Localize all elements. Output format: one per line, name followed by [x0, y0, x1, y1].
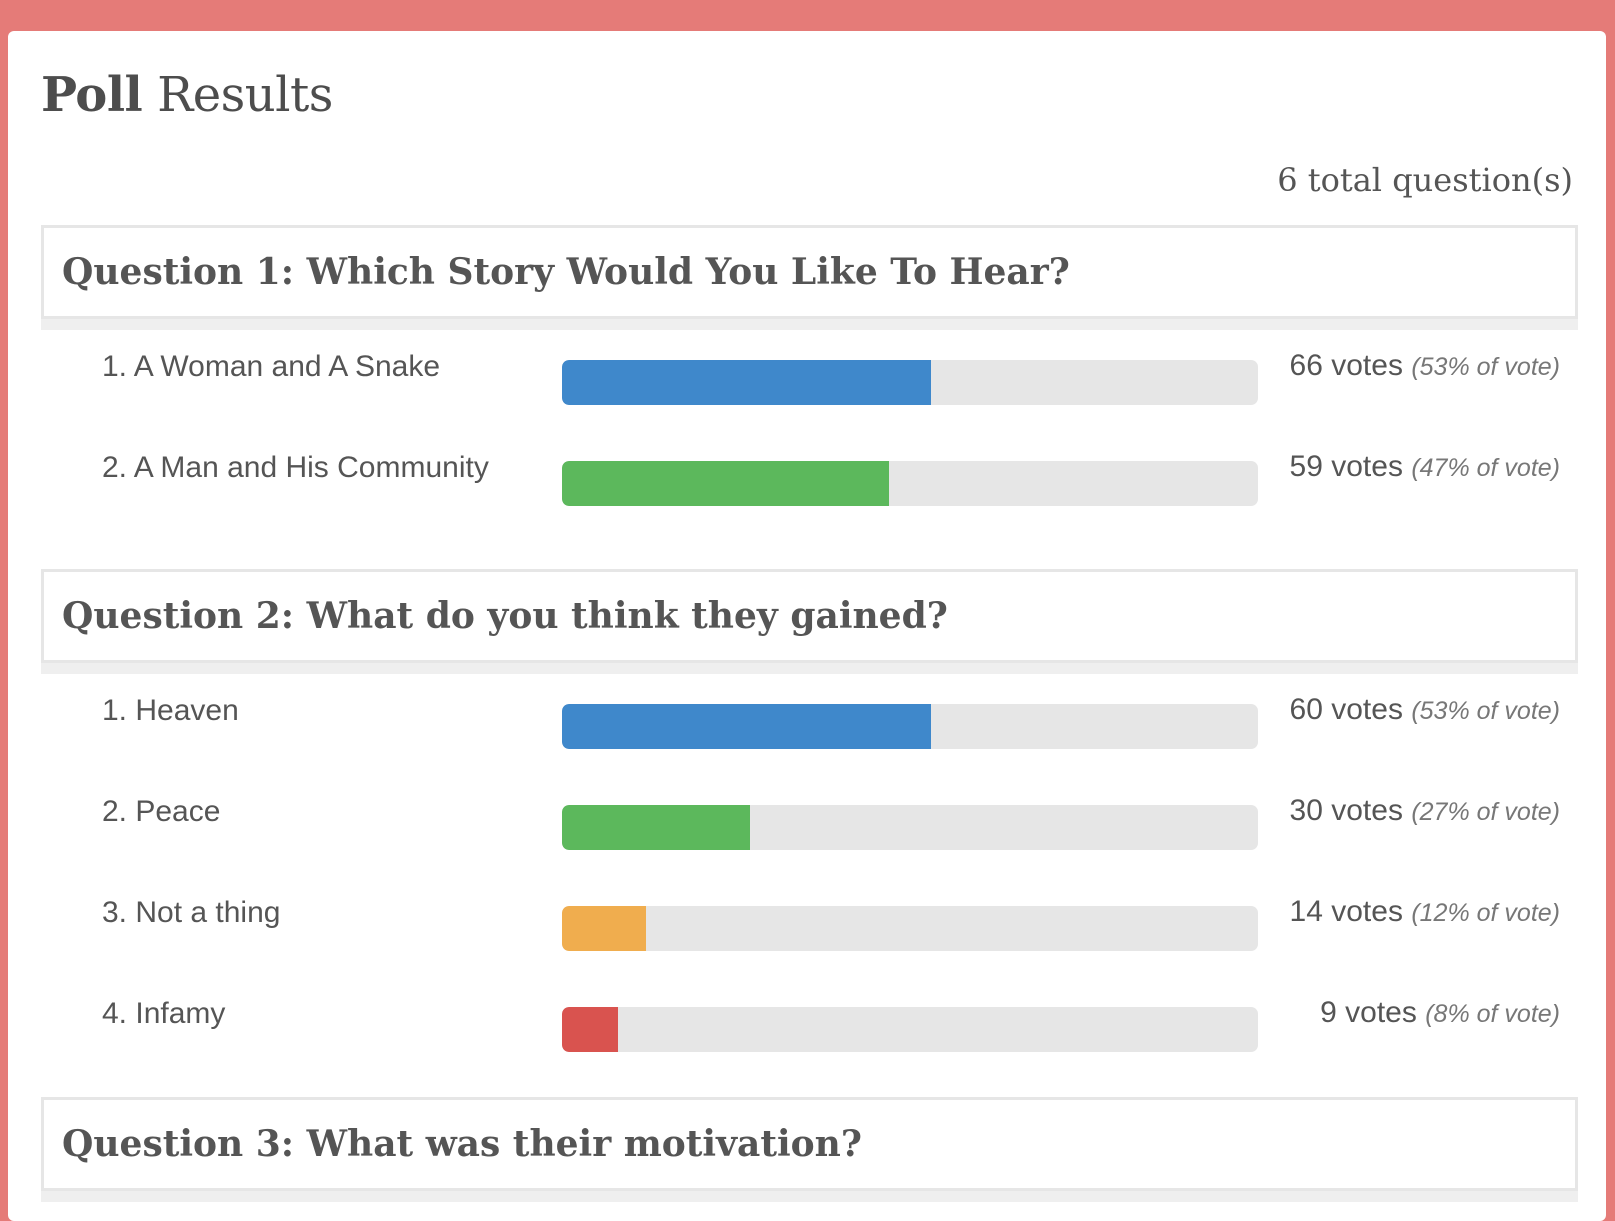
question-header: Question 1: Which Story Would You Like T… — [41, 225, 1578, 319]
vote-count: 30 votes (27% of vote) — [1240, 795, 1560, 828]
progress-track — [562, 704, 1258, 749]
progress-fill — [562, 906, 646, 951]
answer-row: 4. Infamy 9 votes (8% of vote) — [41, 977, 1578, 1078]
answer-row: 1. Heaven 60 votes (53% of vote) — [41, 674, 1578, 775]
vote-percent: (12% of vote) — [1411, 899, 1560, 927]
progress-fill — [562, 1007, 618, 1052]
question-2: Question 2: What do you think they gaine… — [41, 569, 1578, 1078]
vote-percent: (8% of vote) — [1425, 1000, 1560, 1028]
vote-percent: (53% of vote) — [1411, 353, 1560, 381]
progress-track — [562, 1007, 1258, 1052]
progress-fill — [562, 805, 750, 850]
question-1: Question 1: Which Story Would You Like T… — [41, 225, 1578, 532]
answer-row: 1. A Woman and A Snake 66 votes (53% of … — [41, 330, 1578, 431]
vote-count-text: 9 votes — [1320, 996, 1417, 1029]
answer-label: 2. A Man and His Community — [102, 451, 489, 484]
vote-percent: (53% of vote) — [1411, 697, 1560, 725]
answer-row: 2. A Man and His Community 59 votes (47%… — [41, 431, 1578, 532]
vote-count-text: 59 votes — [1289, 450, 1403, 483]
answer-label: 1. A Woman and A Snake — [102, 350, 441, 383]
progress-fill — [562, 360, 931, 405]
answer-label: 4. Infamy — [102, 997, 226, 1030]
page-title-strong: Poll — [41, 67, 143, 123]
progress-track — [562, 360, 1258, 405]
answer-label: 1. Heaven — [102, 694, 239, 727]
progress-track — [562, 906, 1258, 951]
progress-track — [562, 461, 1258, 506]
vote-count-text: 14 votes — [1289, 895, 1403, 928]
vote-count-text: 30 votes — [1289, 794, 1403, 827]
progress-track — [562, 805, 1258, 850]
vote-count-text: 66 votes — [1289, 349, 1403, 382]
vote-count: 59 votes (47% of vote) — [1240, 451, 1560, 484]
answer-row: 2. Peace 30 votes (27% of vote) — [41, 775, 1578, 876]
answer-label: 3. Not a thing — [102, 896, 281, 929]
page-title-rest: Results — [157, 67, 333, 123]
question-header: Question 3: What was their motivation? — [41, 1097, 1578, 1191]
question-title: Question 1: Which Story Would You Like T… — [62, 251, 1070, 293]
vote-count: 66 votes (53% of vote) — [1240, 350, 1560, 383]
question-title: Question 2: What do you think they gaine… — [62, 595, 948, 637]
progress-fill — [562, 461, 890, 506]
progress-fill — [562, 704, 931, 749]
page-title: Poll Results — [41, 67, 333, 123]
question-divider — [41, 319, 1578, 330]
question-header: Question 2: What do you think they gaine… — [41, 569, 1578, 663]
total-questions: 6 total question(s) — [1277, 161, 1573, 199]
vote-count-text: 60 votes — [1289, 693, 1403, 726]
question-divider — [41, 1191, 1578, 1202]
question-divider — [41, 663, 1578, 674]
question-title: Question 3: What was their motivation? — [62, 1123, 862, 1165]
question-3: Question 3: What was their motivation? — [41, 1097, 1578, 1202]
poll-results-card: Poll Results 6 total question(s) Questio… — [8, 31, 1606, 1221]
vote-count: 14 votes (12% of vote) — [1240, 896, 1560, 929]
vote-count: 9 votes (8% of vote) — [1240, 997, 1560, 1030]
vote-percent: (27% of vote) — [1411, 798, 1560, 826]
vote-count: 60 votes (53% of vote) — [1240, 694, 1560, 727]
answer-row: 3. Not a thing 14 votes (12% of vote) — [41, 876, 1578, 977]
vote-percent: (47% of vote) — [1411, 454, 1560, 482]
answer-label: 2. Peace — [102, 795, 221, 828]
